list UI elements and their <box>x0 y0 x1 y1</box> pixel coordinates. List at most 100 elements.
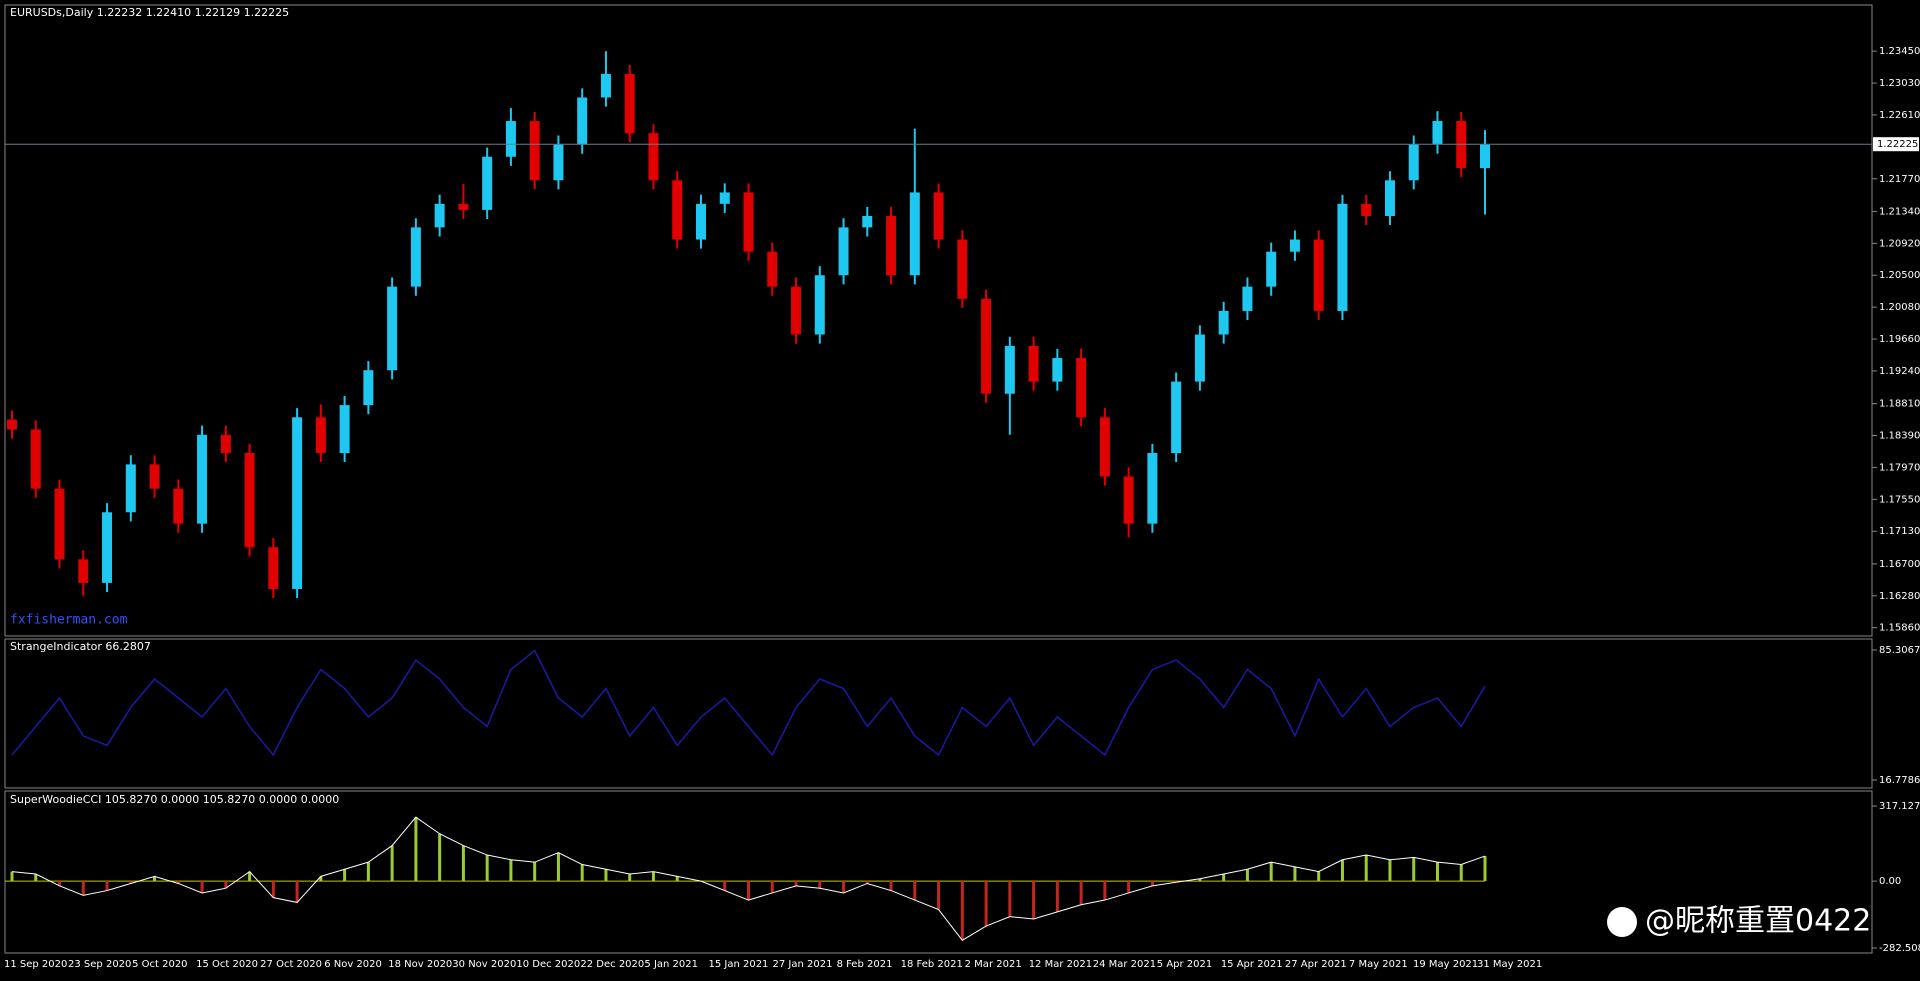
candle-body <box>1004 345 1015 394</box>
cci-title: SuperWoodieCCI 105.8270 0.0000 105.8270 … <box>10 793 339 806</box>
x-tick-label: 15 Apr 2021 <box>1221 959 1283 970</box>
candle-body <box>54 488 65 560</box>
x-tick-label: 24 Mar 2021 <box>1093 959 1156 970</box>
y-tick-label: 1.16700 <box>1879 559 1920 570</box>
candle-body <box>1361 203 1372 216</box>
candle-body <box>886 215 897 276</box>
candle-body <box>102 512 113 583</box>
candle-body <box>957 239 968 299</box>
x-tick-label: 5 Jan 2021 <box>644 959 698 970</box>
x-tick-label: 22 Dec 2020 <box>580 959 644 970</box>
x-tick-label: 2 Mar 2021 <box>965 959 1022 970</box>
candle-body <box>458 203 469 210</box>
y-tick-label: 1.21770 <box>1879 174 1920 185</box>
x-tick-label: 27 Apr 2021 <box>1285 959 1347 970</box>
candle-body <box>1242 286 1253 311</box>
candle-body <box>672 180 683 240</box>
candle-body <box>1123 476 1134 524</box>
x-tick-label: 18 Nov 2020 <box>388 959 452 970</box>
candle-body <box>695 203 706 240</box>
y-tick-label: 1.21340 <box>1879 206 1920 217</box>
indicator-panel <box>4 638 1873 789</box>
x-tick-label: 27 Jan 2021 <box>773 959 833 970</box>
candle-body <box>149 464 160 489</box>
indicator-title: StrangeIndicator 66.2807 <box>10 640 151 653</box>
y-tick-label: 1.22610 <box>1879 110 1920 121</box>
candle-body <box>553 144 564 181</box>
candle-body <box>1052 358 1063 382</box>
candle-body <box>1218 310 1229 335</box>
y-tick-label: 1.23450 <box>1879 46 1920 57</box>
candle-body <box>315 417 326 454</box>
candle-body <box>600 73 611 98</box>
x-tick-label: 5 Apr 2021 <box>1157 959 1212 970</box>
x-tick-label: 19 May 2021 <box>1413 959 1478 970</box>
candle-body <box>197 434 208 524</box>
y-tick-label: 1.17970 <box>1879 462 1920 473</box>
price-title: EURUSDs,Daily 1.22232 1.22410 1.22129 1.… <box>10 6 289 19</box>
y-tick-label: 85.3067 <box>1879 645 1920 656</box>
candle-body <box>1408 144 1419 181</box>
cci-panel <box>4 790 1873 954</box>
x-tick-label: 23 Sep 2020 <box>68 959 131 970</box>
y-tick-label: 1.20920 <box>1879 238 1920 249</box>
y-tick-label: 317.127 <box>1879 801 1920 812</box>
x-tick-label: 10 Dec 2020 <box>516 959 580 970</box>
candle-body <box>814 275 825 335</box>
watermark: @昵称重置0422 <box>1645 904 1871 939</box>
candle-body <box>1147 453 1158 524</box>
candle-body <box>1266 251 1277 287</box>
candle-body <box>1194 334 1205 382</box>
y-tick-label: 1.19240 <box>1879 366 1920 377</box>
candle-body <box>1099 417 1110 477</box>
x-tick-label: 8 Feb 2021 <box>837 959 893 970</box>
candle-body <box>791 286 802 335</box>
x-tick-label: 31 May 2021 <box>1477 959 1542 970</box>
candle-body <box>1480 144 1490 169</box>
candle-body <box>482 156 493 210</box>
candle-body <box>220 434 231 454</box>
candle-body <box>505 121 516 157</box>
candle-body <box>648 133 659 181</box>
candle-body <box>1313 239 1324 311</box>
y-tick-label: 1.23030 <box>1879 78 1920 89</box>
candle-body <box>268 547 279 589</box>
y-tick-label: 1.16280 <box>1879 591 1920 602</box>
y-tick-label: 1.18390 <box>1879 431 1920 442</box>
candle-body <box>244 453 255 548</box>
candle-body <box>981 298 992 394</box>
candle-body <box>909 192 920 276</box>
candle-body <box>1337 203 1348 311</box>
candle-body <box>1028 345 1039 382</box>
current-price-label: 1.22225 <box>1877 139 1918 150</box>
candle-body <box>434 203 445 228</box>
y-tick-label: 1.20080 <box>1879 302 1920 313</box>
source-watermark: fxfisherman.com <box>10 613 128 628</box>
candle-body <box>624 73 635 134</box>
candle-body <box>1076 358 1087 418</box>
x-tick-label: 11 Sep 2020 <box>4 959 67 970</box>
logo <box>1607 907 1637 937</box>
indicator-line <box>11 649 1486 757</box>
candle-body <box>743 192 754 252</box>
y-tick-label: 1.15860 <box>1879 623 1920 634</box>
candle-body <box>767 251 778 287</box>
candle-body <box>30 429 41 489</box>
candle-body <box>1289 239 1300 252</box>
y-tick-label: 0.00 <box>1879 876 1901 887</box>
x-tick-label: 15 Jan 2021 <box>708 959 768 970</box>
candle-body <box>933 192 944 240</box>
candle-body <box>529 121 540 181</box>
x-tick-label: 27 Oct 2020 <box>260 959 322 970</box>
x-tick-label: 7 May 2021 <box>1349 959 1408 970</box>
x-tick-label: 30 Nov 2020 <box>452 959 516 970</box>
candle-body <box>78 559 89 583</box>
y-tick-label: 16.7786 <box>1879 775 1920 786</box>
y-tick-label: 1.17550 <box>1879 494 1920 505</box>
y-tick-label: 1.19660 <box>1879 334 1920 345</box>
candle-body <box>410 227 421 287</box>
candle-body <box>173 488 184 524</box>
candle-body <box>719 192 730 204</box>
